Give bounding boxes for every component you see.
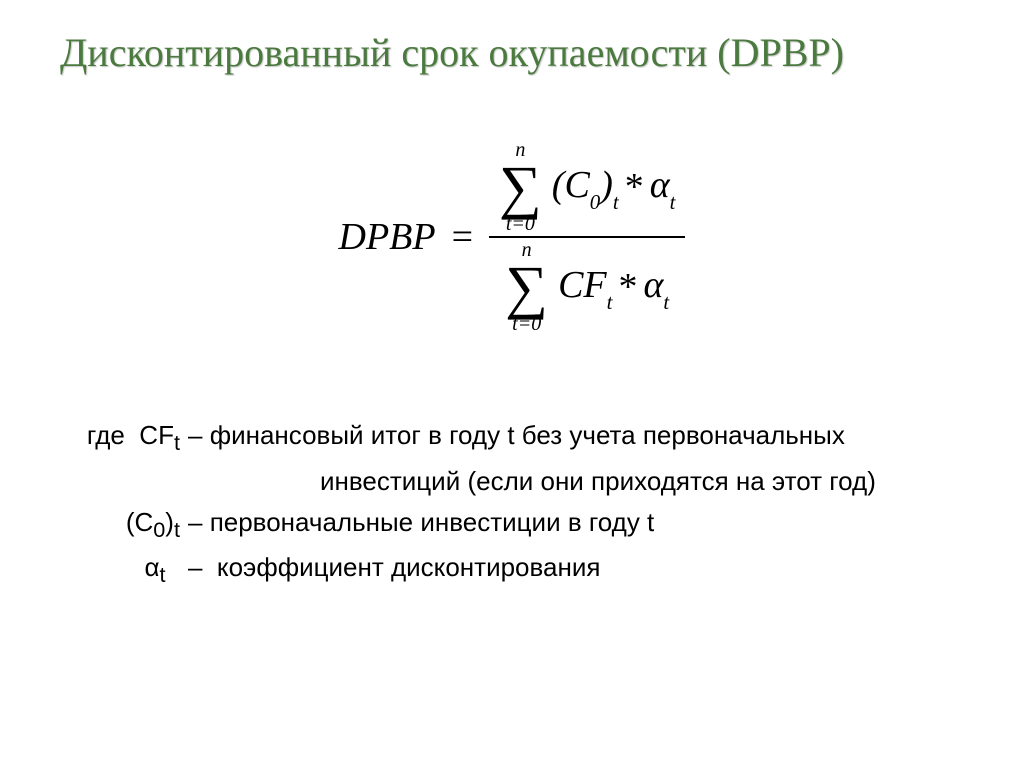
legend-def-c0: – первоначальные инвестиции в году t bbox=[188, 503, 964, 547]
formula-container: DPBP = n ∑ t=0 (C0)t * αt bbox=[60, 138, 964, 336]
legend-row-cf: где CFt – финансовый итог в году t без у… bbox=[60, 416, 964, 460]
where-text: где bbox=[87, 420, 125, 450]
sum-denominator: n ∑ t=0 bbox=[505, 240, 548, 334]
formula-lhs: DPBP bbox=[339, 215, 436, 259]
legend-def-alpha: – коэффициент дисконтирования bbox=[188, 548, 964, 592]
numerator: n ∑ t=0 (C0)t * αt bbox=[489, 138, 685, 236]
alpha-den: αt bbox=[643, 263, 669, 312]
slide-title: Дисконтированный срок окупаемости (DPBP) bbox=[60, 28, 964, 78]
cf-sub: t bbox=[607, 290, 613, 314]
alpha-def-text: коэффициент дисконтирования bbox=[217, 552, 601, 582]
sigma-icon-den: ∑ bbox=[505, 260, 548, 314]
num-term: (C0)t bbox=[552, 163, 619, 212]
sigma-icon: ∑ bbox=[499, 160, 542, 214]
alpha-sub-den: t bbox=[663, 290, 669, 314]
num-t-sub: t bbox=[613, 190, 619, 214]
dpbp-formula: DPBP = n ∑ t=0 (C0)t * αt bbox=[339, 138, 686, 336]
alpha-sub: t bbox=[670, 190, 676, 214]
mult-op-num: * bbox=[625, 165, 644, 209]
legend-row-c0: (С0)t – первоначальные инвестиции в году… bbox=[60, 503, 964, 547]
alpha-num: αt bbox=[650, 163, 676, 212]
legend-row-cf-cont: инвестиций (если они приходятся на этот … bbox=[60, 462, 964, 501]
num-paren: ) bbox=[600, 164, 613, 206]
c0-def-text: первоначальные инвестиции в году t bbox=[210, 507, 655, 537]
sum-numerator: n ∑ t=0 bbox=[499, 140, 542, 234]
den-cf: CFt bbox=[558, 263, 612, 312]
equals-sign: = bbox=[452, 215, 473, 259]
legend: где CFt – финансовый итог в году t без у… bbox=[60, 416, 964, 592]
num-c: (C bbox=[552, 164, 590, 206]
slide: Дисконтированный срок окупаемости (DPBP)… bbox=[0, 0, 1024, 634]
cf-def-text: финансовый итог в году t без учета перво… bbox=[210, 420, 845, 450]
denominator: n ∑ t=0 CFt * αt bbox=[495, 238, 679, 336]
legend-row-alpha: αt – коэффициент дисконтирования bbox=[60, 548, 964, 592]
alpha-sym-den: α bbox=[643, 264, 663, 306]
sum-lower: t=0 bbox=[506, 214, 535, 234]
alpha-sym: α bbox=[650, 164, 670, 206]
cf-def-cont: инвестиций (если они приходятся на этот … bbox=[60, 462, 876, 501]
sum-lower-den: t=0 bbox=[512, 314, 541, 334]
fraction: n ∑ t=0 (C0)t * αt n ∑ bbox=[489, 138, 685, 336]
legend-def-cf: – финансовый итог в году t без учета пер… bbox=[188, 416, 964, 460]
mult-op-den: * bbox=[618, 265, 637, 309]
cf-sym: CF bbox=[558, 264, 607, 306]
legend-term-c0: (С0)t bbox=[60, 503, 188, 547]
legend-term-alpha: αt bbox=[60, 548, 188, 592]
num-c-sub: 0 bbox=[590, 190, 600, 214]
legend-where: где CFt bbox=[60, 416, 188, 460]
